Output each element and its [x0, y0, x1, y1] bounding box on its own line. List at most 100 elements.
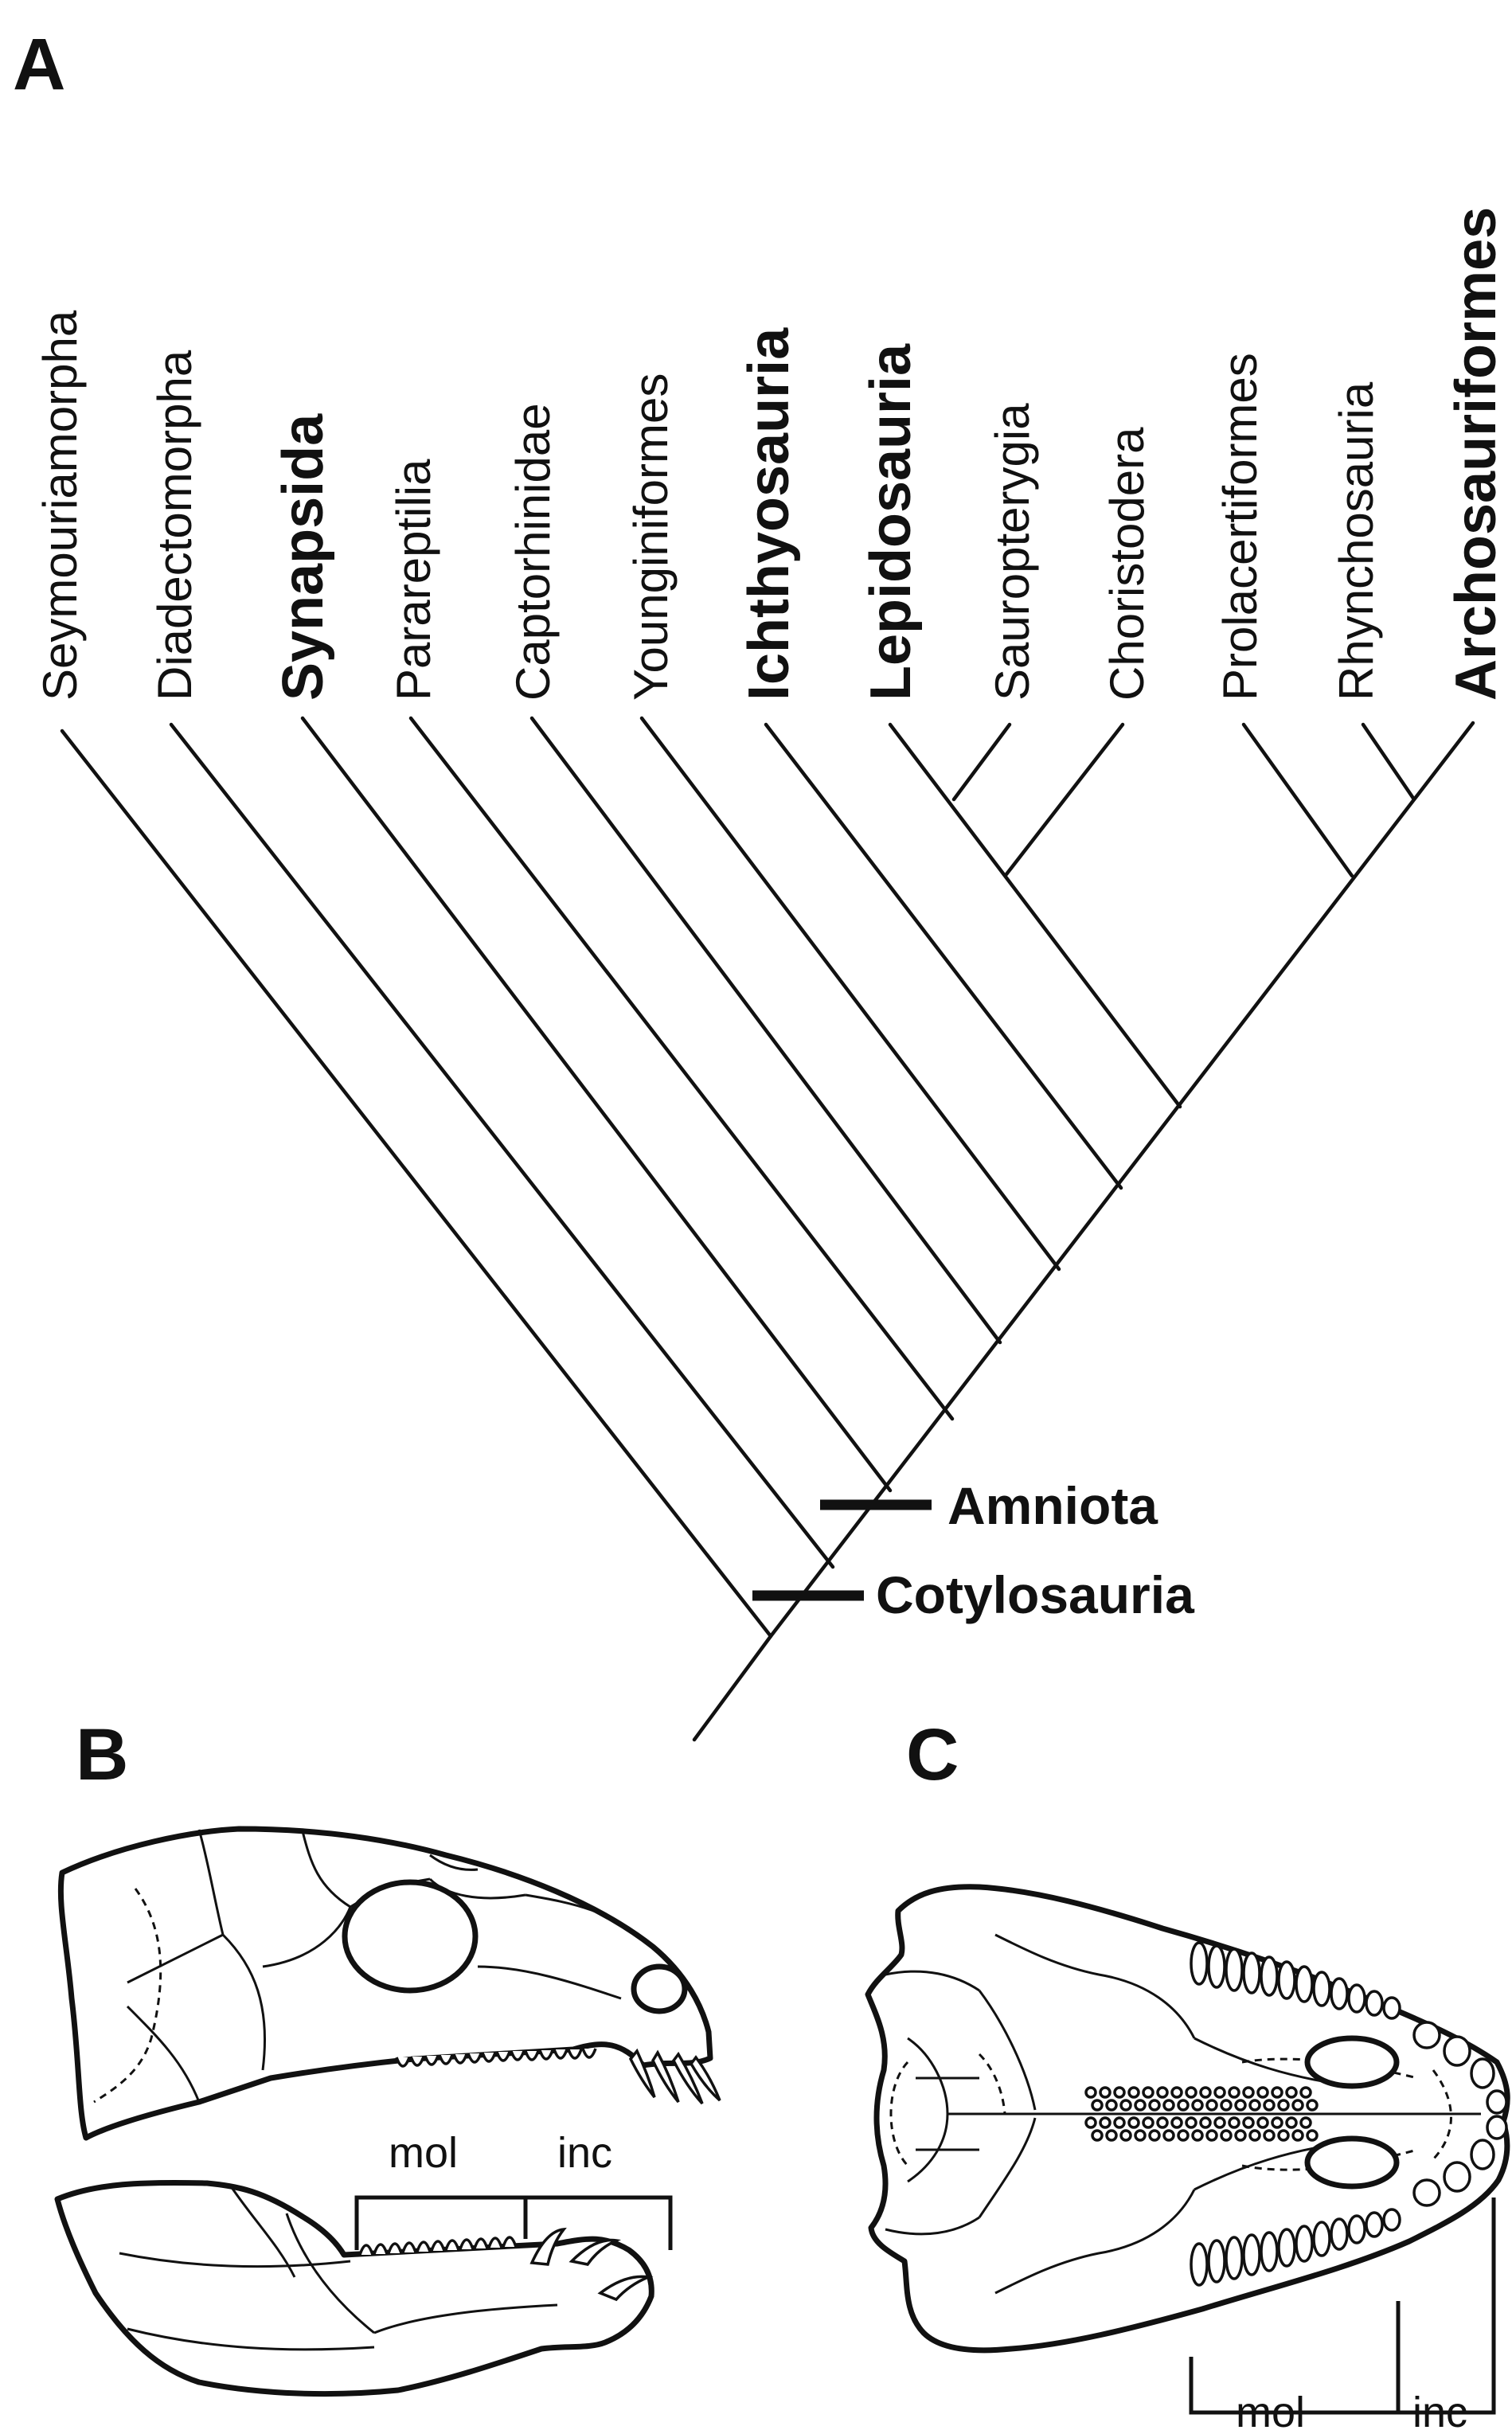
temporal-dashed-margin	[93, 1888, 162, 2104]
denticle	[1105, 2099, 1118, 2112]
denticle	[1162, 2099, 1175, 2112]
mandible-outline	[54, 2179, 654, 2397]
branch-root	[692, 1634, 773, 1742]
denticle	[1177, 2099, 1190, 2112]
denticle	[1291, 2129, 1304, 2142]
branch-synapsida	[300, 716, 893, 1493]
denticle	[1256, 2116, 1269, 2129]
denticle	[1156, 2086, 1169, 2099]
skull-palatal-drawing	[865, 1884, 1510, 2415]
denticle	[1142, 2086, 1155, 2099]
denticle	[1256, 2086, 1269, 2099]
taxon-label-sauropterygia: Sauropterygia	[986, 403, 1039, 701]
denticle	[1263, 2099, 1276, 2112]
taxon-label-diadectomorpha: Diadectomorpha	[148, 350, 201, 701]
denticle	[1277, 2099, 1290, 2112]
denticle	[1084, 2086, 1097, 2099]
denticle	[1285, 2086, 1298, 2099]
taxon-label-lepidosauria: Lepidosauria	[859, 343, 923, 701]
denticle	[1170, 2116, 1183, 2129]
skull-lateral-drawing	[54, 1826, 721, 2397]
denticle	[1291, 2099, 1304, 2112]
taxon-label-parareptilia: Parareptilia	[387, 459, 440, 701]
cladogram-branches	[60, 716, 1475, 1742]
branch-ichthyosauria	[764, 722, 1123, 1190]
denticle	[1220, 2099, 1233, 2112]
taxon-label-choristodera: Choristodera	[1100, 427, 1154, 701]
denticle	[1213, 2116, 1226, 2129]
taxon-label-prolacertiformes: Prolacertiformes	[1213, 353, 1267, 701]
taxon-label-rhynchosauria: Rhynchosauria	[1330, 381, 1383, 701]
denticle	[1134, 2129, 1147, 2142]
denticle	[1299, 2086, 1312, 2099]
denticle	[1242, 2116, 1255, 2129]
cranium-sutures	[126, 1829, 654, 2103]
denticle	[1148, 2099, 1161, 2112]
denticle	[1263, 2129, 1276, 2142]
branch-parareptilia	[408, 716, 955, 1421]
denticle	[1234, 2129, 1247, 2142]
taxon-label-archosauriformes: Archosauriformes	[1444, 207, 1508, 701]
denticle	[1306, 2099, 1319, 2112]
denticle	[1105, 2129, 1118, 2142]
denticle	[1191, 2129, 1204, 2142]
denticle	[1248, 2129, 1261, 2142]
mandible-sutures	[119, 2186, 558, 2351]
upper-teeth	[395, 2048, 721, 2105]
denticle	[1228, 2116, 1240, 2129]
branch-seymouriamorpha	[60, 729, 773, 1639]
denticle	[1228, 2086, 1240, 2099]
denticle	[1205, 2099, 1218, 2112]
denticle	[1285, 2116, 1298, 2129]
branch-captorhinidae	[529, 716, 1002, 1345]
denticle	[1185, 2116, 1197, 2129]
branch-diadectomorpha	[169, 722, 835, 1569]
branch-choristodera	[1004, 722, 1125, 877]
taxon-label-ichthyosauria: Ichthyosauria	[737, 327, 801, 701]
branch-rhynchosauria	[1361, 722, 1416, 802]
denticle	[1199, 2086, 1212, 2099]
denticle	[1234, 2099, 1247, 2112]
lateral-mol-label: mol	[389, 2129, 458, 2177]
branch-lepidosauria	[888, 722, 1182, 1109]
denticle	[1091, 2099, 1104, 2112]
panel-a-label: A	[13, 24, 65, 105]
denticle	[1199, 2116, 1212, 2129]
panel-c-label: C	[906, 1714, 959, 1795]
palatal-brace	[1189, 2198, 1496, 2415]
denticle	[1185, 2086, 1197, 2099]
denticle	[1127, 2116, 1140, 2129]
taxon-label-synapsida: Synapsida	[272, 413, 335, 701]
choana-upper	[1304, 2035, 1400, 2089]
orbit	[342, 1879, 479, 1994]
branch-sauropterygia	[951, 722, 1012, 802]
denticle	[1156, 2116, 1169, 2129]
denticle	[1162, 2129, 1175, 2142]
branch-spine	[768, 721, 1475, 1639]
branch-prolacertiformes	[1241, 722, 1354, 878]
choana-lower	[1304, 2135, 1400, 2190]
lateral-inc-label: inc	[557, 2129, 612, 2177]
lower-teeth	[358, 2227, 654, 2302]
denticle	[1213, 2086, 1226, 2099]
denticle	[1220, 2129, 1233, 2142]
branch-younginiformes	[639, 716, 1061, 1272]
denticle	[1091, 2129, 1104, 2142]
denticle	[1113, 2116, 1126, 2129]
denticle	[1148, 2129, 1161, 2142]
amniota-label: Amniota	[947, 1476, 1158, 1535]
taxon-labels: Seymouriamorpha Diadectomorpha Synapsida Pa…	[33, 207, 1508, 701]
taxon-label-seymouriamorpha: Seymouriamorpha	[33, 310, 87, 701]
panel-b-label: B	[76, 1714, 128, 1795]
denticle	[1134, 2099, 1147, 2112]
denticle	[1084, 2116, 1097, 2129]
denticle	[1099, 2116, 1112, 2129]
denticle	[1170, 2086, 1183, 2099]
denticle	[1205, 2129, 1218, 2142]
taxon-label-younginiformes: Younginiformes	[624, 373, 678, 701]
denticle	[1177, 2129, 1190, 2142]
denticle	[1299, 2116, 1312, 2129]
denticle	[1306, 2129, 1319, 2142]
denticle	[1142, 2116, 1155, 2129]
palatal-mol-label: mol	[1236, 2389, 1305, 2430]
